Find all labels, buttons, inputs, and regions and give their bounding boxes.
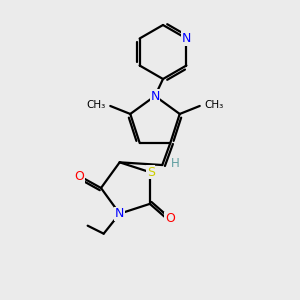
Text: N: N — [150, 89, 160, 103]
Text: CH₃: CH₃ — [86, 100, 105, 110]
Text: O: O — [74, 170, 84, 184]
Text: H: H — [171, 157, 180, 169]
Text: S: S — [147, 166, 155, 178]
Text: O: O — [165, 212, 175, 225]
Text: N: N — [182, 32, 191, 45]
Text: N: N — [115, 207, 124, 220]
Text: CH₃: CH₃ — [205, 100, 224, 110]
